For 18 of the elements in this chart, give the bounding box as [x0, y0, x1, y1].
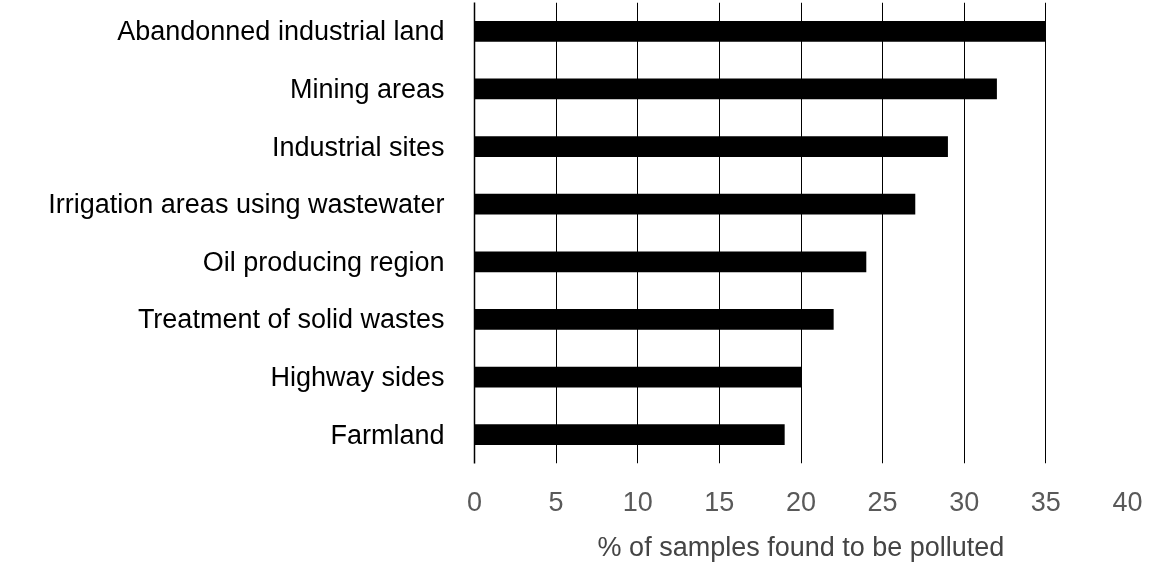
x-tick-label: 40 — [1112, 486, 1143, 517]
y-tick-label: Abandonned industrial land — [117, 16, 445, 47]
x-axis-title: % of samples found to be polluted — [597, 531, 1005, 562]
y-tick-label: Industrial sites — [271, 131, 445, 162]
x-tick-label: 10 — [622, 486, 653, 517]
x-tick-label: 20 — [785, 486, 817, 517]
y-tick-label: Mining areas — [289, 73, 445, 104]
y-tick-label: Oil producing region — [202, 246, 445, 277]
y-tick-label: Highway sides — [270, 362, 445, 393]
x-tick-label: 5 — [548, 486, 564, 517]
x-tick-label: 30 — [949, 486, 980, 517]
x-tick-label: 15 — [704, 486, 735, 517]
y-tick-label: Treatment of solid wastes — [137, 304, 445, 335]
y-tick-label: Farmland — [330, 419, 445, 450]
y-tick-label: Irrigation areas using wastewater — [48, 189, 445, 220]
x-tick-label: 0 — [466, 486, 483, 517]
x-tick-label: 35 — [1030, 486, 1061, 517]
x-tick-label: 25 — [867, 486, 898, 517]
